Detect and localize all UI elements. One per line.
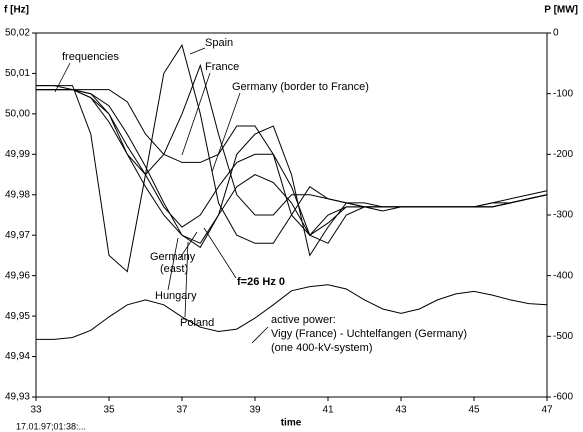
- annotation-arrow: [167, 237, 179, 291]
- x-tick-label: 43: [395, 405, 407, 416]
- y-tick-label: 49,99: [5, 149, 30, 160]
- y2-tick-label: -400: [553, 270, 573, 281]
- x-tick-label: 45: [468, 405, 480, 416]
- annotation-arrow: [203, 227, 237, 279]
- y2-tick-label: -200: [553, 149, 573, 160]
- annotation-arrow: [211, 92, 241, 173]
- x-tick-label: 41: [322, 405, 334, 416]
- x-tick-label: 33: [30, 405, 42, 416]
- annotation: (east): [160, 263, 188, 275]
- series-line: [36, 43, 548, 273]
- series-line: [36, 89, 548, 244]
- y2-tick-label: -300: [553, 210, 573, 221]
- y-tick-label: 50,02: [5, 28, 30, 39]
- annotation-arrow: [181, 72, 211, 156]
- y-tick-label: 49,97: [5, 230, 30, 241]
- annotation-arrow: [251, 326, 269, 344]
- y2-axis-label: P [MW]: [544, 5, 578, 16]
- annotation-arrow: [184, 241, 189, 318]
- x-tick-label: 37: [176, 405, 188, 416]
- x-tick-label: 35: [103, 405, 115, 416]
- series-line: [36, 89, 548, 244]
- annotations: frequencies Spain France Germany (border…: [54, 37, 467, 354]
- annotation: f=26 Hz 0: [237, 276, 285, 288]
- x-tick-label: 47: [541, 405, 553, 416]
- y-tick-label: 49,93: [5, 392, 30, 403]
- y-tick-label: 49,94: [5, 351, 30, 362]
- annotation: frequencies: [62, 51, 119, 63]
- y2-tick-label: -100: [553, 88, 573, 99]
- y-tick-label: 49,96: [5, 270, 30, 281]
- y-tick-label: 49,98: [5, 189, 30, 200]
- y-tick-label: 49,95: [5, 311, 30, 322]
- annotation: (one 400-kV-system): [271, 342, 372, 354]
- annotation: Hungary: [155, 290, 197, 302]
- annotation: Vigy (France) - Uchtelfangen (Germany): [271, 328, 467, 340]
- x-tick-label: 39: [249, 405, 261, 416]
- annotation: active power:: [271, 314, 336, 326]
- y2-tick-label: 0: [553, 28, 559, 39]
- annotation: Germany: [150, 251, 196, 263]
- annotation: Spain: [205, 37, 233, 49]
- y-tick-label: 50,00: [5, 109, 30, 120]
- y-axis-label: f [Hz]: [4, 5, 29, 16]
- footnote: 17.01.97;01:38:...: [16, 421, 86, 431]
- annotation: Germany (border to France): [232, 81, 369, 93]
- y2-tick-label: -500: [553, 331, 573, 342]
- series-line: [36, 284, 548, 340]
- annotation: France: [205, 61, 239, 73]
- y2-tick-label: -600: [553, 392, 573, 403]
- series-line: [36, 85, 548, 257]
- x-axis-label: time: [281, 418, 302, 429]
- annotation: Poland: [180, 317, 214, 329]
- annotation-arrow: [179, 231, 198, 259]
- y-tick-label: 50,01: [5, 68, 30, 79]
- annotation-arrow: [189, 47, 206, 55]
- annotation-arrow: [54, 62, 71, 93]
